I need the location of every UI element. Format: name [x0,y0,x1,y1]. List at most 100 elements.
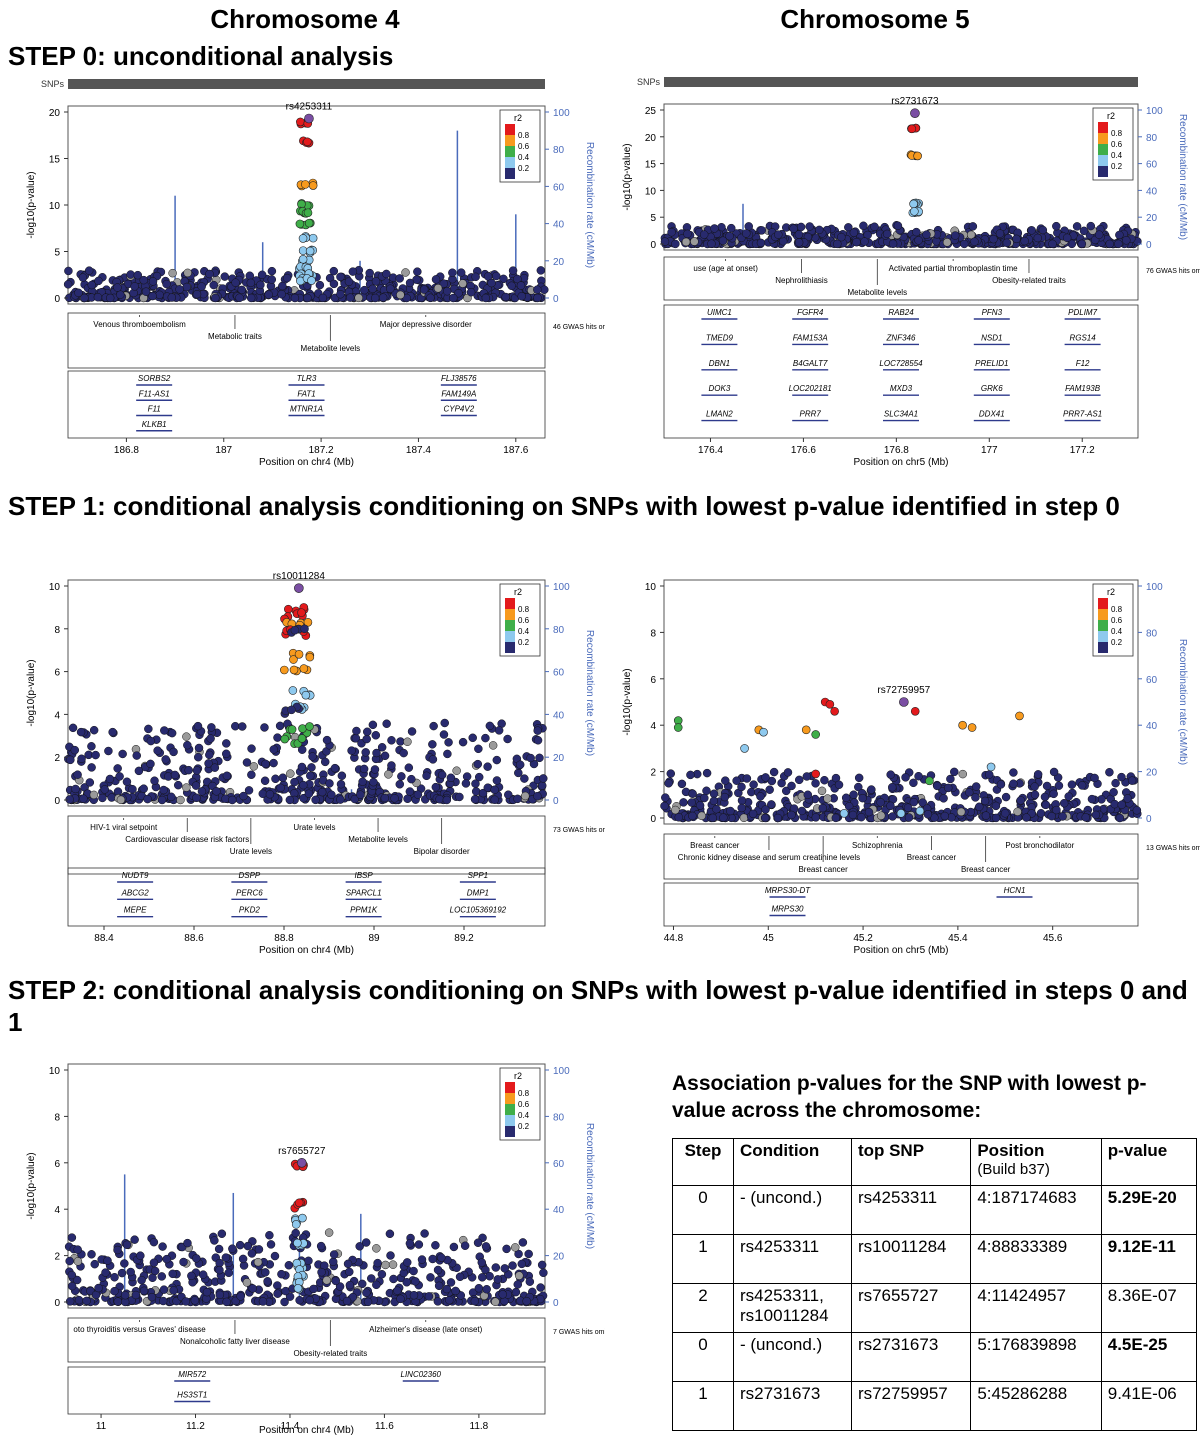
plot-step0-chr4: SNPs rs4253311 0 5 10 15 20 -log10(p-value) 0 20 4… [26,79,605,468]
y2-tick-label: 100 [553,108,570,119]
y-tick-label: 6 [54,668,60,679]
gene-box [67,867,546,927]
bg-point [1049,767,1059,777]
bg-point [198,1270,208,1279]
y2-tick-label: 0 [553,294,559,305]
bg-point [113,764,122,773]
bg-point [426,293,435,303]
bg-point [748,809,758,819]
cell-position: 5:176839898 [970,1332,1102,1382]
bg-point [64,266,73,276]
bg-point [968,222,978,231]
bg-point [860,237,869,246]
gene-label: DBN1 [709,359,730,368]
legend-swatch [1098,609,1108,620]
x-tick-label: 11.2 [186,1421,205,1432]
bg-point [78,273,88,282]
ld-point [811,730,820,739]
bg-point [737,803,746,813]
bg-point [329,266,339,276]
bg-point [473,1238,483,1247]
ld-point [759,727,768,737]
bg-point [950,231,960,240]
bg-point [502,1244,511,1254]
bg-point [514,768,523,778]
bg-point [449,293,458,303]
gwas-trait: Activated partial thromboplastin time [889,264,1019,273]
bg-point [350,794,360,804]
bg-point [295,1295,304,1305]
bg-point [235,1240,245,1250]
bg-point [371,731,381,740]
gwas-box [67,312,546,369]
bg-point [515,760,525,769]
bg-point [110,1273,119,1282]
bg-point [228,795,237,805]
bg-point [517,291,526,301]
header-position-label: Position [977,1141,1045,1160]
bg-point [756,792,765,801]
bg-point [396,290,405,300]
bg-point [858,793,867,803]
bg-point [767,776,777,786]
y2-tick-label: 0 [1146,814,1152,825]
bg-point [161,755,170,764]
bg-point [210,763,220,772]
bg-point [833,239,842,249]
y-tick-label: 10 [49,201,61,212]
bg-point [1052,805,1061,815]
bg-point [192,1254,201,1263]
lead-snp-label: rs2731673 [891,96,939,107]
bg-point [702,768,712,778]
bg-point [823,794,832,803]
bg-point [143,794,152,804]
bg-point [1077,239,1087,249]
bg-point [805,222,814,231]
bg-point [471,779,480,788]
bg-point [720,792,730,802]
gene-label: LINC02360 [401,1370,442,1379]
bg-point [494,726,504,735]
legend-value: 0.4 [518,153,530,162]
bg-point [291,1228,300,1238]
snp-track [664,77,1138,87]
bg-point [841,793,851,803]
bg-point [1115,813,1125,823]
bg-point [146,759,155,769]
bg-point [1022,813,1031,822]
bg-point [446,1278,456,1287]
bg-point [677,779,687,789]
legend-swatch [1098,642,1108,653]
bg-point [308,752,317,761]
y2-tick-label: 40 [553,1205,565,1216]
bg-point [193,721,203,731]
bg-point [148,277,158,286]
gwas-trait: Venous thromboembolism [93,320,186,329]
gwas-trait: Urate levels [230,847,272,856]
bg-point [317,787,327,797]
x-tick-label: 176.4 [698,445,723,456]
bg-point [247,770,256,780]
bg-point [503,734,512,744]
gwas-trait: Obesity-related traits [992,276,1066,285]
bg-point [876,798,885,807]
bg-point [500,1264,510,1273]
gene-label: PRELID1 [975,359,1008,368]
bg-point [431,782,441,792]
bg-point [327,790,336,800]
bg-point [380,751,390,761]
bg-point [67,1233,77,1242]
ld-point [300,624,309,634]
bg-point [316,1241,326,1251]
bg-point [737,796,747,805]
ld-point [293,1238,302,1248]
bg-point [1036,809,1046,818]
bg-point [970,237,979,246]
bg-point [224,1268,234,1278]
bg-point [470,1296,480,1306]
bg-point [537,1260,547,1270]
bg-point [209,280,218,290]
bg-point [128,784,137,794]
bg-point [148,291,157,301]
bg-point [769,767,779,777]
